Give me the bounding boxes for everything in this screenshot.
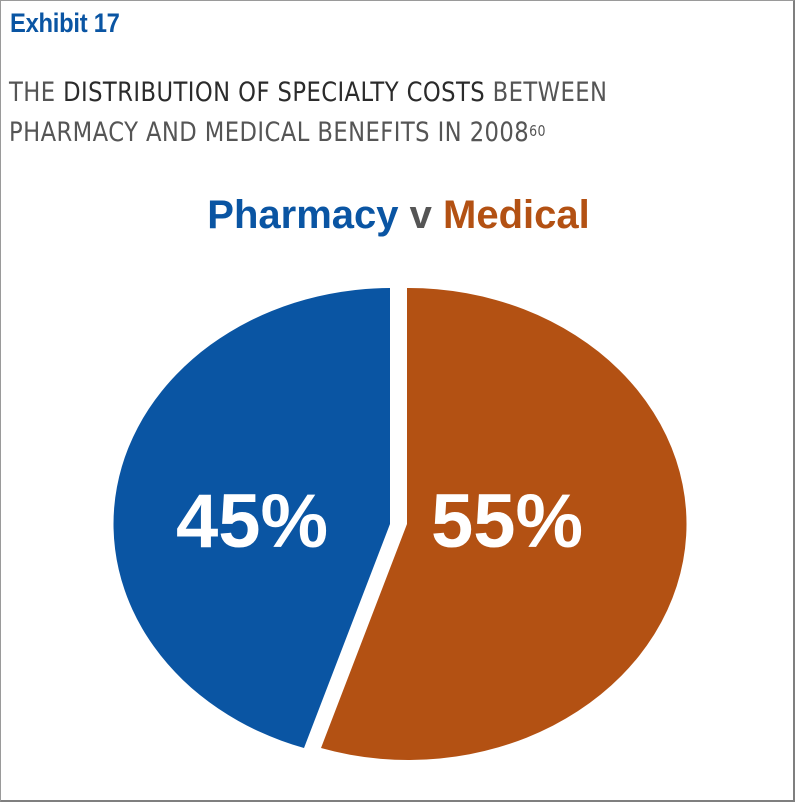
pie-slice-medical	[321, 287, 687, 760]
legend-pharmacy: Pharmacy	[207, 193, 399, 237]
chart-subtitle: THE DISTRIBUTION OF SPECIALTY COSTS BETW…	[9, 73, 607, 153]
chart-title: Pharmacy v Medical	[0, 193, 797, 238]
legend-medical: Medical	[443, 193, 590, 237]
subtitle-line-1: THE DISTRIBUTION OF SPECIALTY COSTS BETW…	[9, 77, 608, 108]
medical-percent-label: 55%	[431, 479, 584, 564]
pharmacy-percent-label: 45%	[176, 479, 329, 564]
legend-versus: v	[398, 193, 443, 237]
subtitle-line-2: PHARMACY AND MEDICAL BENEFITS IN 200860	[9, 117, 546, 148]
exhibit-label: Exhibit 17	[10, 8, 120, 38]
pie-slice-pharmacy	[113, 288, 390, 748]
footnote-ref: 60	[529, 122, 546, 140]
